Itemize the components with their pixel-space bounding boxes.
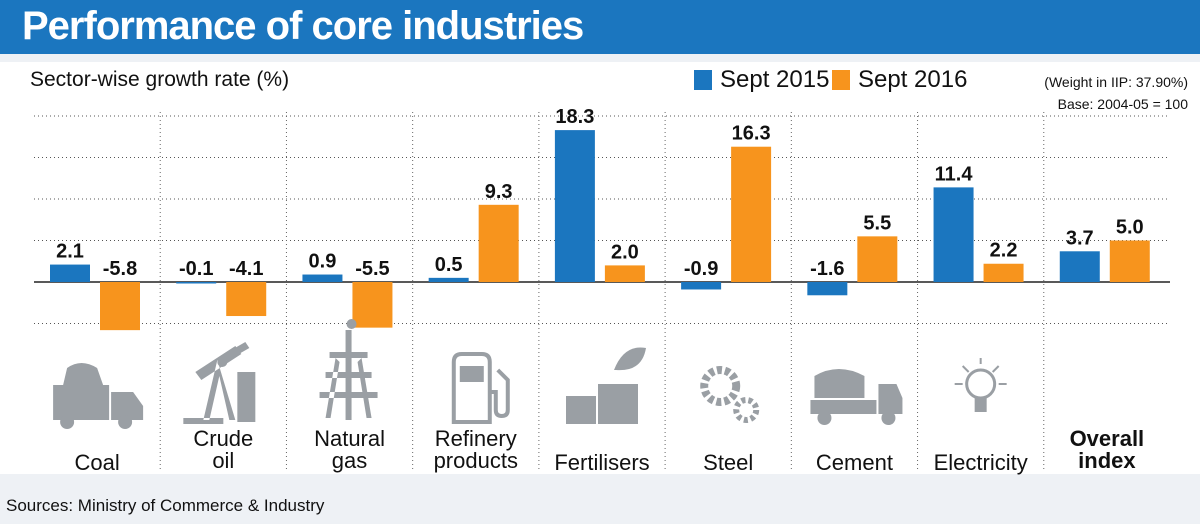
- category-label: Electricity: [921, 452, 1041, 474]
- bar-sept-2016: [352, 282, 393, 328]
- data-label: 2.1: [56, 241, 84, 263]
- data-label: 2.0: [611, 241, 639, 263]
- category-label-line: Steel: [703, 450, 754, 475]
- truck-icon: [53, 363, 144, 429]
- legend-item-sept-2015: Sept 2015: [694, 66, 829, 94]
- category-label: Cement: [794, 452, 914, 474]
- bar-sept-2015: [302, 274, 343, 282]
- bulb-icon: [954, 358, 1007, 412]
- weight-note: (Weight in IIP: 37.90%): [1044, 74, 1188, 90]
- category-label: Crude oil: [163, 428, 283, 472]
- bar-sept-2015: [1059, 251, 1100, 282]
- category-label: Fertilisers: [542, 452, 662, 474]
- data-label: -5.5: [355, 258, 389, 280]
- factory-leaf-icon: [566, 347, 646, 424]
- data-label: -4.1: [229, 258, 263, 280]
- source-band: [0, 486, 1200, 524]
- bar-sept-2016: [604, 265, 645, 282]
- bar-sept-2016: [1109, 240, 1150, 282]
- category-label-line: oil: [212, 448, 235, 473]
- oil-pump-icon: [183, 342, 256, 424]
- category-label-line: Refinery: [434, 426, 517, 451]
- bar-sept-2016: [731, 146, 772, 282]
- legend-item-sept-2016: Sept 2016: [832, 66, 967, 94]
- category-label-line: Coal: [74, 450, 120, 475]
- gas-rig-icon: [319, 319, 378, 420]
- bar-sept-2016: [857, 236, 898, 282]
- title-bar: Performance of core industries: [0, 0, 1200, 54]
- category-label-line: gas: [331, 448, 368, 473]
- category-label-line: Fertilisers: [554, 450, 650, 475]
- category-label: Refinery products: [416, 428, 536, 472]
- data-label: 5.5: [863, 212, 891, 234]
- data-label: 0.9: [309, 251, 337, 273]
- data-label: -0.1: [179, 258, 213, 280]
- legend-label-sept-2016: Sept 2016: [858, 66, 968, 93]
- category-label-line: Cement: [815, 450, 893, 475]
- bar-sept-2016: [226, 282, 267, 317]
- mixer-truck-icon: [810, 369, 903, 425]
- category-label-line: Natural: [314, 426, 385, 451]
- legend-label-sept-2015: Sept 2015: [720, 66, 830, 93]
- bar-sept-2016: [478, 204, 519, 282]
- category-label-line: products: [433, 448, 518, 473]
- legend-swatch-sept-2015: [694, 70, 712, 90]
- category-label-line: Overall: [1069, 426, 1145, 451]
- data-label: 3.7: [1066, 227, 1094, 249]
- data-label: 2.2: [990, 240, 1018, 262]
- bar-sept-2015: [807, 282, 848, 296]
- category-label: Natural gas: [290, 428, 410, 472]
- data-label: 18.3: [555, 106, 594, 128]
- gears-icon: [700, 366, 760, 423]
- bar-sept-2015: [554, 130, 595, 282]
- chart-title: Performance of core industries: [22, 4, 584, 48]
- data-label: 0.5: [435, 254, 463, 276]
- chart-subtitle: Sector-wise growth rate (%): [30, 68, 290, 91]
- bar-sept-2016: [983, 263, 1024, 282]
- data-label: -1.6: [810, 258, 844, 280]
- bar-sept-2015: [50, 264, 90, 282]
- data-label: 16.3: [732, 123, 771, 145]
- data-label: 9.3: [485, 181, 513, 203]
- data-label: -0.9: [684, 258, 718, 280]
- category-label: Coal: [37, 452, 157, 474]
- category-label: Steel: [668, 452, 788, 474]
- base-note: Base: 2004-05 = 100: [1057, 96, 1188, 112]
- data-label: 5.0: [1116, 217, 1144, 239]
- bar-sept-2015: [933, 187, 974, 282]
- bar-sept-2015: [176, 282, 217, 284]
- data-label: -5.8: [103, 258, 137, 280]
- legend-swatch-sept-2016: [832, 70, 850, 90]
- source-note: Sources: Ministry of Commerce & Industry: [6, 496, 325, 515]
- bar-sept-2015: [428, 277, 469, 282]
- bar-sept-2015: [681, 282, 722, 290]
- category-label-line: Electricity: [933, 450, 1028, 475]
- fuel-pump-icon: [451, 352, 510, 424]
- category-label-line: index: [1078, 448, 1136, 473]
- category-label-line: Crude: [193, 426, 254, 451]
- bar-sept-2016: [100, 282, 140, 331]
- bar-chart: 2.1 -5.8 -0.1 -4.1 0.9 -5.5 0.5 9.3 18.3 2.0 -0.9 1…: [34, 106, 1170, 470]
- data-label: 11.4: [935, 163, 974, 185]
- category-label: Overall index: [1047, 428, 1167, 472]
